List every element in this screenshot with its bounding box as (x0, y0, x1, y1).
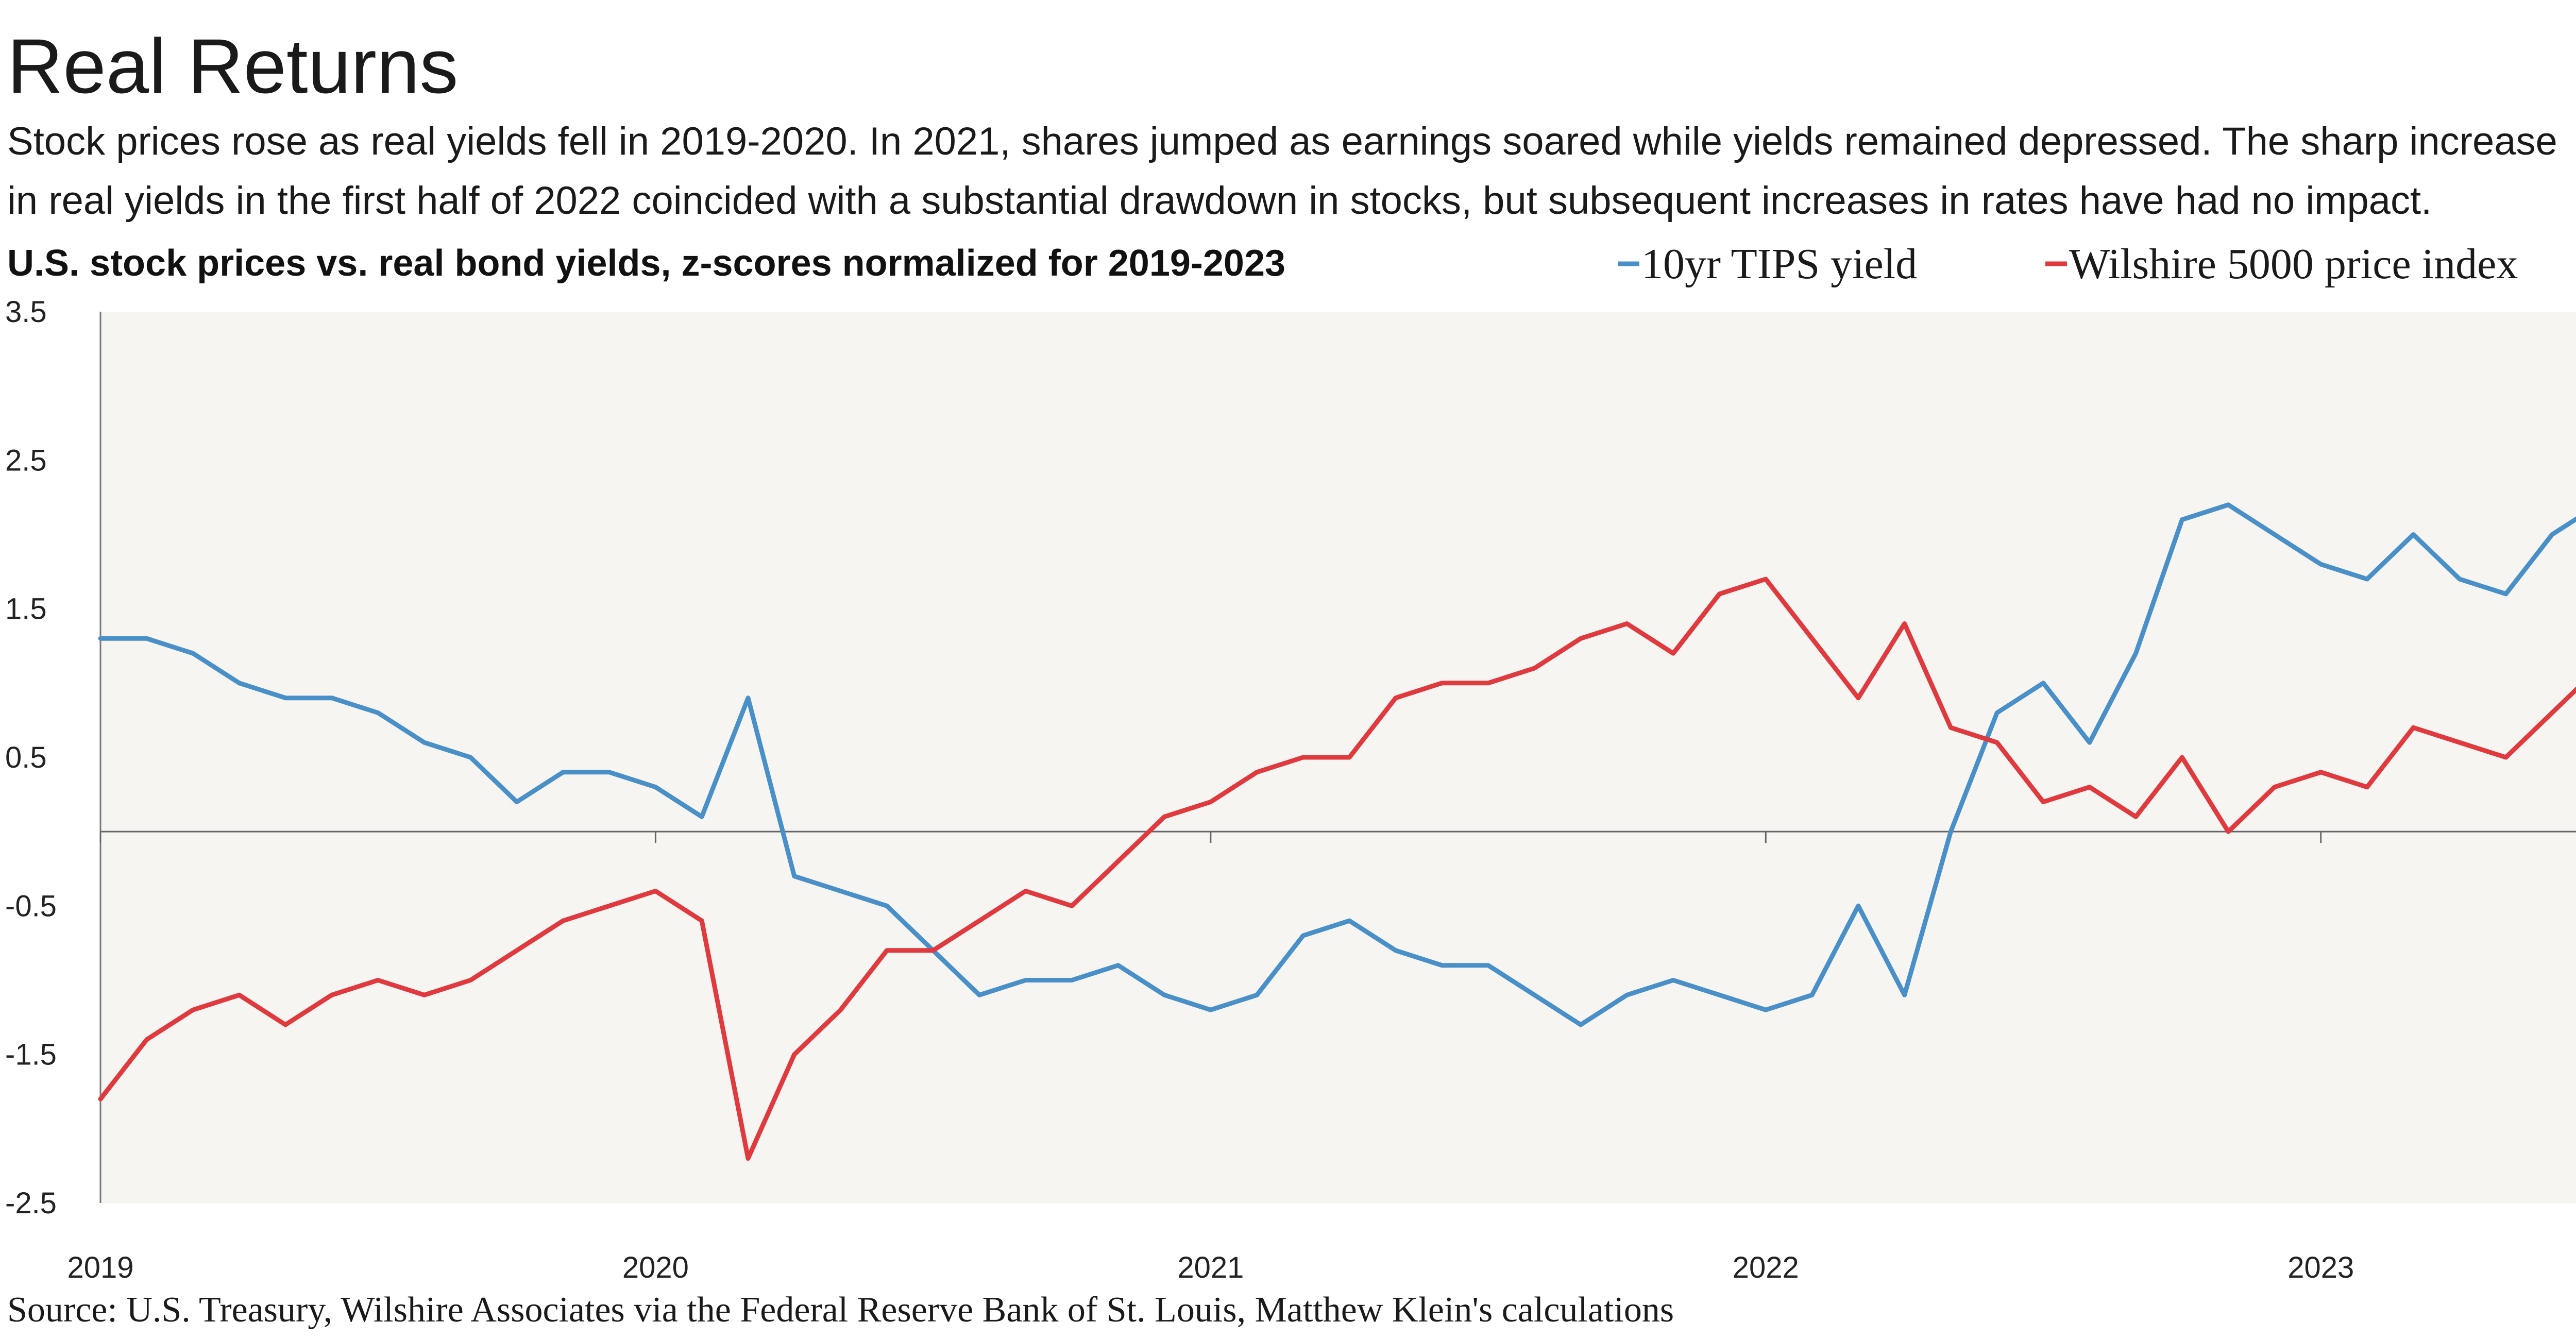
series-line-tips (98, 502, 2576, 1027)
y-tick-label: -1.5 (5, 1038, 57, 1072)
subtitle-line-2: in real yields in the first half of 2022… (7, 179, 2432, 223)
series-layer (98, 502, 2576, 1161)
page-title: Real Returns (7, 23, 458, 109)
legend: 10yr TIPS yield Wilshire 5000 price index (1618, 240, 2518, 288)
x-tick-label: 2021 (1177, 1251, 1244, 1284)
chart-title: U.S. stock prices vs. real bond yields, … (7, 243, 1285, 284)
y-tick-label: 3.5 (5, 295, 47, 329)
y-tick-label: 0.5 (5, 741, 47, 774)
axes: 3.5 2.5 1.5 0.5 -0.5 -1.5 -2.5 2019 2020 2021 2022… (5, 295, 2576, 1284)
x-tick-label: 2020 (622, 1251, 689, 1284)
legend-label: 10yr TIPS yield (1641, 240, 1917, 288)
x-tick-label: 2019 (67, 1251, 133, 1284)
x-tick-label: 2022 (1733, 1251, 1799, 1284)
x-tick-label: 2023 (2287, 1251, 2354, 1284)
y-tick-label: -0.5 (5, 889, 57, 923)
subtitle-line-1: Stock prices rose as real yields fell in… (7, 120, 2557, 163)
y-tick-label: 1.5 (5, 592, 47, 626)
legend-label: Wilshire 5000 price index (2069, 240, 2518, 288)
y-tick-label: 2.5 (5, 444, 47, 477)
y-tick-label: -2.5 (5, 1187, 57, 1220)
source-note: Source: U.S. Treasury, Wilshire Associat… (7, 1290, 1674, 1330)
series-line-wilshire (98, 577, 2576, 1161)
